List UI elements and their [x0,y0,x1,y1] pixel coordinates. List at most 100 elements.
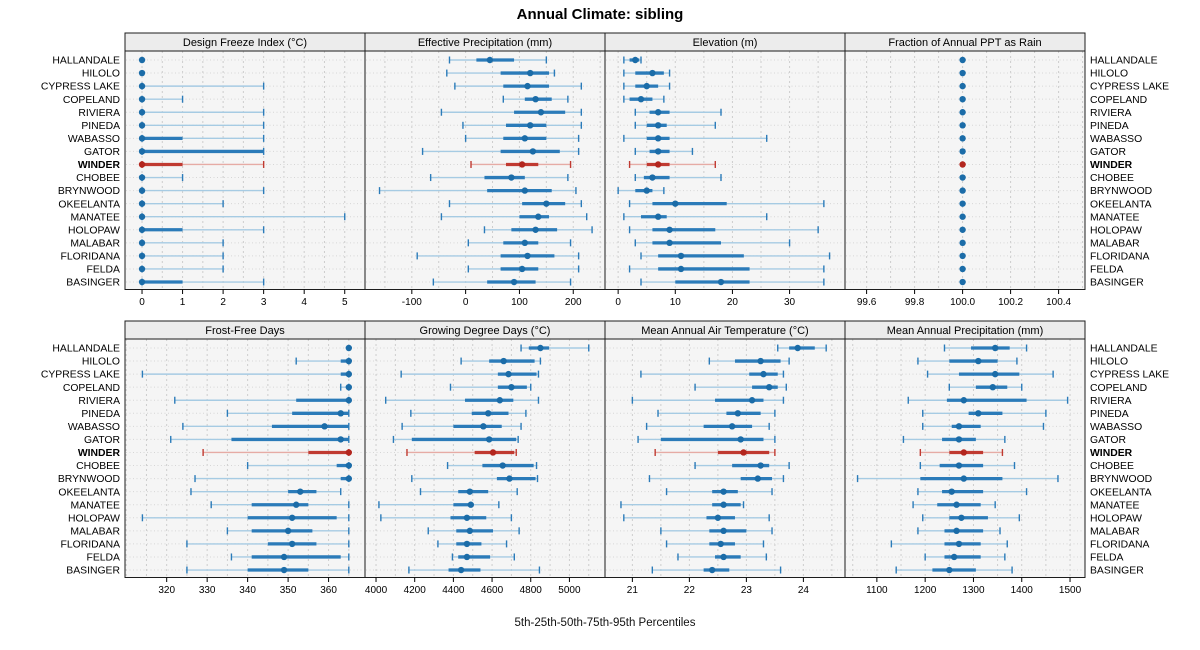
median-dot [960,475,967,482]
station-label-right-winder-row0: WINDER [1090,160,1133,171]
median-dot [666,226,673,233]
panel-strip-title: Effective Precipitation (mm) [418,37,552,49]
median-dot [345,449,353,456]
station-row-manatee [440,213,588,221]
station-label-left-copeland-row0: COPELAND [63,95,120,106]
station-row-hilolo [295,357,353,365]
station-row-holopaw [959,226,966,233]
station-row-malabar [226,527,350,535]
station-label-left-winder-row0: WINDER [78,160,121,171]
station-row-holopaw [623,514,770,522]
panel-background [605,51,845,290]
station-row-pineda [138,121,265,129]
axis-tick-label: 1400 [1011,585,1034,596]
axis-tick-label: 1300 [962,585,985,596]
station-row-hallandale [623,56,642,64]
median-dot [466,488,474,495]
station-label-right-malabar-row0: MALABAR [1090,238,1140,249]
panel-background [605,339,845,578]
median-dot [959,122,966,129]
station-row-cypress-lake [959,82,966,90]
median-dot [953,527,960,535]
station-row-manatee [378,501,500,509]
median-dot [463,540,471,548]
station-row-hilolo [708,357,790,365]
station-row-copeland [138,95,184,103]
station-row-riviera [174,396,353,404]
panel-strip-title: Frost-Free Days [205,325,285,337]
station-row-hilolo [917,357,1018,365]
median-dot [480,423,487,430]
axis-tick-label: 0 [615,297,621,308]
station-row-felda [451,553,515,561]
panel-strip-title: Mean Annual Precipitation (mm) [887,325,1044,337]
median-dot [138,109,146,116]
station-label-left-felda-row1: FELDA [87,553,121,564]
station-row-floridana [665,540,765,548]
station-row-hallandale [943,344,1028,352]
station-row-cypress-lake [640,370,785,378]
median-dot [537,344,544,352]
median-dot [677,252,685,260]
station-label-right-brynwood-row1: BRYNWOOD [1090,474,1152,485]
panel-strip-title: Elevation (m) [693,37,758,49]
axis-tick-label: 4 [301,297,307,308]
median-dot [138,122,146,129]
station-label-left-gator-row1: GATOR [84,435,120,446]
station-label-right-pineda-row0: PINEDA [1090,121,1129,132]
station-row-floridana [138,252,224,260]
median-dot [138,95,146,103]
median-dot [527,69,534,77]
station-label-right-hallandale-row1: HALLANDALE [1090,344,1158,355]
station-label-right-felda-row1: FELDA [1090,553,1124,564]
station-label-left-felda-row0: FELDA [87,265,121,276]
station-label-left-chobee-row0: CHOBEE [76,173,120,184]
station-label-right-gator-row0: GATOR [1090,147,1126,158]
median-dot [288,540,296,548]
axis-tick-label: 20 [727,297,739,308]
axis-tick-label: 4600 [481,585,504,596]
station-row-cypress-lake [926,370,1054,378]
station-row-basinger [432,278,572,286]
median-dot [959,135,966,142]
panel-growing-degree-days-c: Growing Degree Days (°C) 4000 4200 4400 4600… [364,320,606,596]
median-dot [467,501,474,508]
station-label-right-basinger-row0: BASINGER [1090,278,1144,289]
station-row-gator [170,435,350,443]
median-dot [991,344,999,352]
median-dot [959,278,966,286]
station-row-hilolo [623,69,671,77]
station-row-hilolo [446,69,556,77]
median-dot [959,239,966,247]
station-row-hallandale [138,56,146,64]
station-row-wabasso [182,422,350,430]
station-label-left-floridana-row0: FLORIDANA [61,252,121,263]
station-label-right-manatee-row0: MANATEE [1090,212,1140,223]
median-dot [717,278,725,286]
median-dot [757,462,764,469]
median-dot [345,462,353,469]
median-dot [499,462,506,469]
axis-tick-label: 100.4 [1046,297,1071,308]
station-label-left-okeelanta-row1: OKEELANTA [58,487,120,498]
median-dot [737,436,744,443]
panel-background [845,51,1085,290]
station-label-left-holopaw-row1: HOLOPAW [68,513,120,524]
station-row-okeelanta [448,200,583,208]
panel-effective-precipitation-mm: Effective Precipitation (mm) -100 0 100 200 [364,32,606,308]
station-label-left-manatee-row0: MANATEE [71,212,121,223]
station-label-left-cypress-lake-row0: CYPRESS LAKE [41,82,120,93]
station-row-chobee [959,174,966,181]
axis-tick-label: 30 [784,297,796,308]
station-label-left-hilolo-row1: HILOLO [82,357,120,368]
station-row-gator [902,435,1006,443]
station-row-hilolo [460,357,542,365]
median-dot [506,475,513,482]
station-row-manatee [138,213,346,221]
station-row-holopaw [141,514,350,522]
median-dot [955,462,963,469]
axis-tick-label: 0 [463,297,469,308]
axis-tick-label: 10 [670,297,682,308]
median-dot [518,265,526,273]
station-row-basinger [651,566,782,574]
